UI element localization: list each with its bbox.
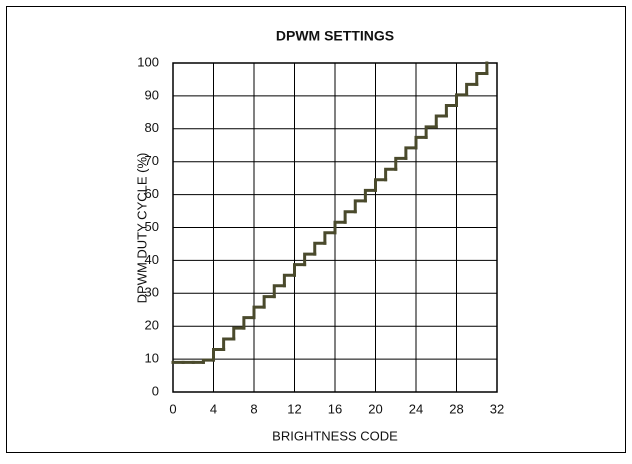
x-tick-label: 16	[328, 401, 342, 416]
y-tick-label: 60	[145, 186, 159, 201]
y-tick-label: 100	[137, 54, 159, 69]
y-tick-label: 0	[152, 383, 159, 398]
step	[475, 72, 489, 86]
step	[252, 305, 266, 320]
step	[212, 348, 226, 362]
y-axis-label: DPWM DUTY CYCLE (%)	[134, 153, 149, 304]
y-tick-label: 10	[145, 351, 159, 366]
x-tick-label: 0	[169, 401, 176, 416]
step	[414, 135, 428, 150]
x-tick-label: 28	[449, 401, 463, 416]
step	[434, 114, 448, 129]
step	[262, 295, 276, 309]
step	[465, 82, 479, 97]
step	[222, 337, 236, 352]
x-tick-label: 32	[490, 401, 504, 416]
y-tick-label: 30	[145, 285, 159, 300]
step	[455, 93, 469, 107]
x-tick-label: 20	[368, 401, 382, 416]
step	[404, 146, 418, 160]
chart-title: DPWM SETTINGS	[276, 28, 394, 44]
plot-frame	[172, 62, 498, 393]
step	[293, 263, 307, 277]
step	[201, 358, 215, 364]
y-tick-label: 80	[145, 120, 159, 135]
step	[282, 273, 296, 288]
y-tick-label: 50	[145, 219, 159, 234]
step	[333, 220, 347, 235]
step	[384, 167, 398, 182]
x-axis-label: BRIGHTNESS CODE	[272, 428, 398, 443]
step	[272, 284, 286, 299]
step	[424, 125, 438, 139]
step	[353, 199, 367, 214]
x-tick-label: 8	[250, 401, 257, 416]
step	[363, 188, 377, 203]
step	[242, 316, 256, 330]
step	[323, 231, 337, 245]
step	[343, 210, 357, 224]
x-tick-label: 24	[409, 401, 423, 416]
step	[232, 326, 246, 341]
outer-frame	[6, 6, 626, 453]
step	[303, 252, 317, 267]
y-tick-label: 40	[145, 252, 159, 267]
y-tick-label: 90	[145, 87, 159, 102]
x-tick-label: 4	[210, 401, 217, 416]
step	[444, 103, 458, 118]
y-tick-label: 70	[145, 153, 159, 168]
step	[374, 178, 388, 192]
x-tick-label: 12	[287, 401, 301, 416]
step	[313, 241, 327, 256]
y-tick-label: 20	[145, 318, 159, 333]
step	[394, 156, 408, 171]
